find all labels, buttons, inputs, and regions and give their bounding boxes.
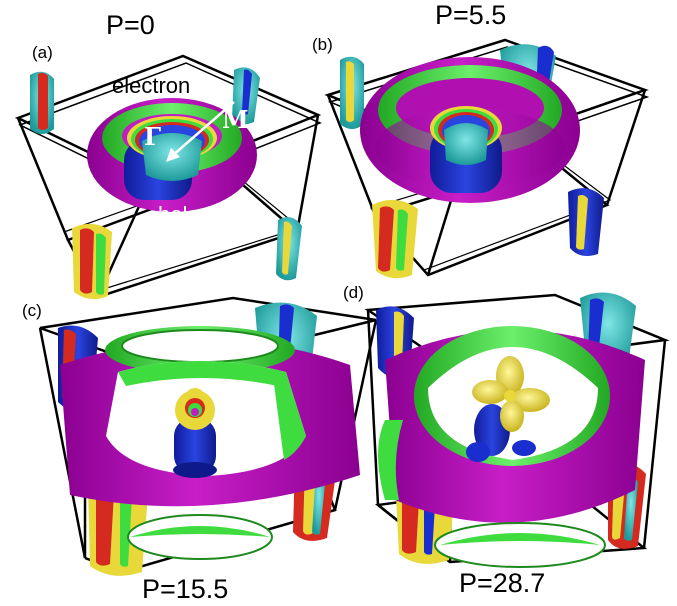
gamma-m-arrow — [166, 101, 235, 162]
panel-a-label: (a) — [32, 43, 53, 62]
panel-d-label: (d) — [343, 283, 364, 302]
panel-c-electron-surface — [173, 388, 217, 478]
panel-c: P=15.5 (c) — [22, 296, 378, 604]
panel-b-electron-surface — [430, 106, 502, 193]
panel-d: P=28.7 (d) — [343, 283, 670, 598]
panel-b: P=5.5 (b) — [312, 0, 650, 279]
panel-b-hole-surface — [360, 57, 580, 203]
panel-a-corner-pockets — [30, 67, 302, 300]
panel-b-corner-pockets — [340, 44, 604, 279]
hole-label: hole — [158, 202, 200, 227]
gamma-point-label: Γ — [144, 122, 161, 151]
panel-c-label: (c) — [22, 301, 42, 320]
panel-b-title: P=5.5 — [435, 0, 506, 30]
panel-b-label: (b) — [312, 35, 333, 54]
panel-a: P=0 (a) — [14, 10, 322, 300]
panel-c-title: P=15.5 — [142, 574, 228, 604]
panel-d-electron-surface — [466, 356, 550, 462]
electron-label: electron — [112, 73, 190, 98]
panel-d-title: P=28.7 — [459, 568, 545, 598]
panel-a-title: P=0 — [106, 10, 155, 40]
